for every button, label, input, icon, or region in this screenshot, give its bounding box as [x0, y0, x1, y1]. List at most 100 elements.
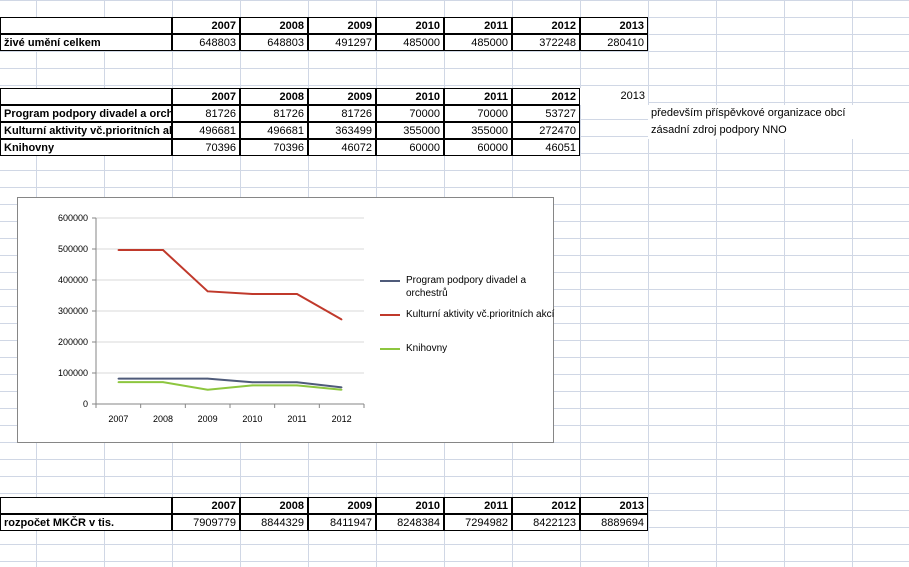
cell-year-2010[interactable]: 2010 — [376, 88, 444, 105]
cell-value[interactable]: 70396 — [172, 139, 240, 156]
cell-value[interactable]: 81726 — [172, 105, 240, 122]
series-1-point — [251, 293, 254, 295]
cell-note[interactable]: především příspěvkové organizace obcí — [648, 105, 909, 122]
y-tick-label: 500000 — [58, 244, 88, 254]
cell-year-2011[interactable]: 2011 — [444, 17, 512, 34]
cell-year-2009[interactable]: 2009 — [308, 497, 376, 514]
series-1-point — [340, 318, 343, 321]
series-2-point — [117, 381, 120, 383]
cell-value[interactable]: 485000 — [444, 34, 512, 51]
y-tick-label: 0 — [83, 399, 88, 409]
cell-note[interactable]: zásadní zdroj podpory NNO — [648, 122, 909, 139]
cell-value[interactable]: 7294982 — [444, 514, 512, 531]
cell-year-2012[interactable]: 2012 — [512, 17, 580, 34]
y-tick-label: 400000 — [58, 275, 88, 285]
series-0-point — [206, 377, 209, 380]
legend-label-program: Program podpory divadel a orchestrů — [406, 275, 527, 299]
cell-value[interactable]: 8889694 — [580, 514, 648, 531]
cell-year-2011[interactable]: 2011 — [444, 88, 512, 105]
series-0-point — [340, 386, 343, 389]
series-0-point — [117, 377, 120, 380]
cell-value[interactable]: 648803 — [172, 34, 240, 51]
cell-value[interactable]: 496681 — [172, 122, 240, 139]
cell-year-2008[interactable]: 2008 — [240, 88, 308, 105]
cell-year-extra[interactable]: 2013 — [580, 88, 648, 105]
cell-header-blank[interactable] — [0, 88, 172, 105]
cell-value[interactable]: 81726 — [308, 105, 376, 122]
y-tick-label: 600000 — [58, 213, 88, 223]
cell-value[interactable]: 70000 — [376, 105, 444, 122]
cell-year-2009[interactable]: 2009 — [308, 88, 376, 105]
cell-year-2007[interactable]: 2007 — [172, 17, 240, 34]
cell-value[interactable]: 60000 — [376, 139, 444, 156]
cell-value[interactable]: 46051 — [512, 139, 580, 156]
x-tick-label: 2008 — [153, 414, 173, 424]
y-tick-label: 200000 — [58, 337, 88, 347]
y-tick-label: 100000 — [58, 368, 88, 378]
x-tick-label: 2009 — [198, 414, 218, 424]
legend-swatch-program — [380, 280, 400, 282]
cell-year-2007[interactable]: 2007 — [172, 88, 240, 105]
cell-year-2007[interactable]: 2007 — [172, 497, 240, 514]
cell-value[interactable]: 8422123 — [512, 514, 580, 531]
cell-value[interactable]: 7909779 — [172, 514, 240, 531]
cell-year-2013[interactable]: 2013 — [580, 497, 648, 514]
series-0-point — [296, 381, 298, 384]
cell-row-label[interactable]: Knihovny — [0, 139, 172, 156]
series-1-point — [162, 249, 164, 251]
cell-header-blank[interactable] — [0, 17, 172, 34]
series-1-point — [117, 249, 120, 251]
cell-year-2008[interactable]: 2008 — [240, 17, 308, 34]
series-2-point — [340, 388, 343, 391]
series-2-point — [206, 388, 209, 391]
cell-value[interactable]: 81726 — [240, 105, 308, 122]
cell-value[interactable]: 272470 — [512, 122, 580, 139]
legend-swatch-knihovny — [380, 348, 400, 350]
cell-value[interactable]: 496681 — [240, 122, 308, 139]
cell-value[interactable]: 8844329 — [240, 514, 308, 531]
cell-year-2013[interactable]: 2013 — [580, 17, 648, 34]
series-2-point — [296, 384, 298, 387]
series-1-point — [206, 290, 209, 293]
series-1-point — [296, 293, 298, 295]
cell-year-2012[interactable]: 2012 — [512, 88, 580, 105]
cell-year-2010[interactable]: 2010 — [376, 497, 444, 514]
cell-year-2011[interactable]: 2011 — [444, 497, 512, 514]
cell-value[interactable]: 280410 — [580, 34, 648, 51]
cell-header-blank[interactable] — [0, 497, 172, 514]
series-line-2 — [118, 381, 342, 391]
cell-value[interactable]: 53727 — [512, 105, 580, 122]
legend-label-kulturni: Kulturní aktivity vč.prioritních akcí — [406, 309, 555, 320]
cell-year-2008[interactable]: 2008 — [240, 497, 308, 514]
cell-value[interactable]: 355000 — [376, 122, 444, 139]
cell-value[interactable]: 648803 — [240, 34, 308, 51]
cell-year-2012[interactable]: 2012 — [512, 497, 580, 514]
series-0-point — [162, 377, 164, 380]
cell-value[interactable]: 8248384 — [376, 514, 444, 531]
cell-value[interactable]: 70000 — [444, 105, 512, 122]
series-2-point — [251, 384, 254, 387]
chart-plot: 0 100000 200000 300000 400000 500000 600000 200… — [58, 213, 365, 424]
cell-value[interactable]: 372248 — [512, 34, 580, 51]
cell-value[interactable]: 363499 — [308, 122, 376, 139]
series-0-point — [251, 381, 254, 384]
cell-year-2009[interactable]: 2009 — [308, 17, 376, 34]
series-2-point — [162, 381, 164, 383]
cell-row-label[interactable]: Program podpory divadel a orchestrů — [0, 105, 172, 122]
y-tick-label: 300000 — [58, 306, 88, 316]
cell-year-2010[interactable]: 2010 — [376, 17, 444, 34]
x-tick-label: 2010 — [242, 414, 262, 424]
cell-row-label[interactable]: Kulturní aktivity vč.prioritních akcí — [0, 122, 172, 139]
cell-value[interactable]: 8411947 — [308, 514, 376, 531]
line-chart[interactable]: 0 100000 200000 300000 400000 500000 600000 200… — [17, 197, 554, 443]
cell-value[interactable]: 46072 — [308, 139, 376, 156]
cell-value[interactable]: 355000 — [444, 122, 512, 139]
cell-row-label[interactable]: živé umění celkem — [0, 34, 172, 51]
cell-row-label[interactable]: rozpočet MKČR v tis. — [0, 514, 172, 531]
cell-value[interactable]: 491297 — [308, 34, 376, 51]
series-line-1 — [118, 249, 343, 321]
cell-value[interactable]: 485000 — [376, 34, 444, 51]
cell-value[interactable]: 70396 — [240, 139, 308, 156]
x-tick-label: 2007 — [108, 414, 128, 424]
cell-value[interactable]: 60000 — [444, 139, 512, 156]
